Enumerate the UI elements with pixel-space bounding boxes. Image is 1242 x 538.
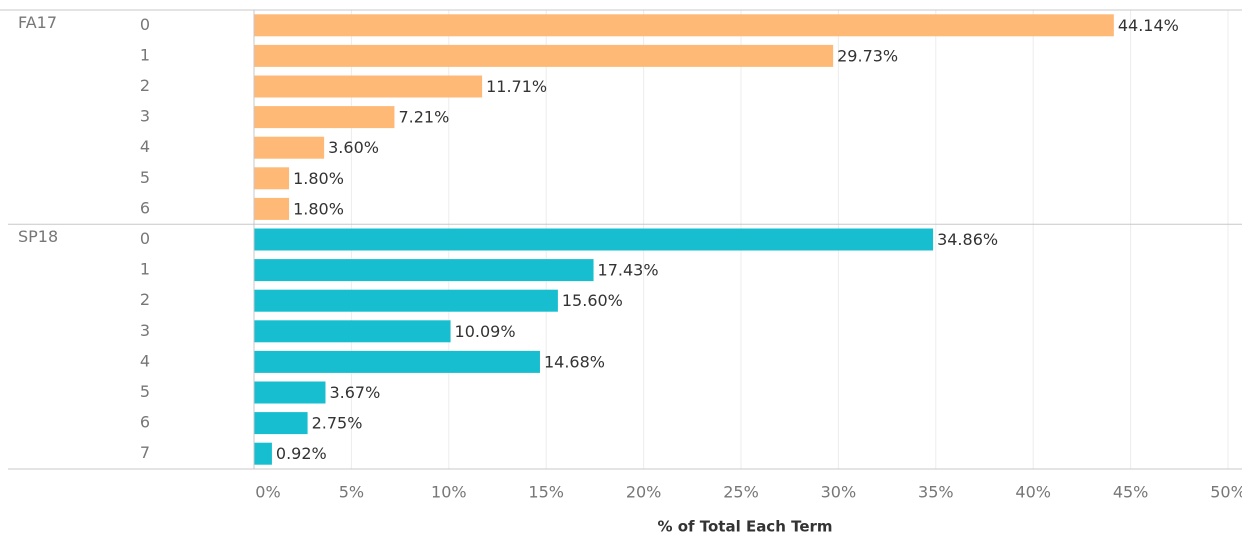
category-label: 0 (140, 15, 150, 34)
x-tick-label: 40% (1015, 483, 1051, 502)
x-tick-label: 0% (255, 483, 280, 502)
value-label: 2.75% (312, 414, 363, 433)
x-tick-label: 25% (723, 483, 759, 502)
x-tick-label: 10% (431, 483, 467, 502)
bar (254, 381, 326, 404)
x-tick-label: 50% (1210, 483, 1242, 502)
x-tick-label: 15% (528, 483, 564, 502)
category-label: 2 (140, 290, 150, 309)
value-label: 34.86% (937, 230, 998, 249)
bar (254, 412, 308, 435)
x-tick-label: 20% (626, 483, 662, 502)
bar (254, 320, 451, 343)
bar (254, 75, 483, 98)
category-label: 2 (140, 76, 150, 95)
bar (254, 136, 325, 159)
value-label: 11.71% (486, 77, 547, 96)
bar (254, 228, 934, 251)
category-label: 0 (140, 229, 150, 248)
x-tick-label: 30% (821, 483, 857, 502)
category-label: 3 (140, 321, 150, 340)
category-label: 4 (140, 137, 150, 156)
group-label: SP18 (18, 227, 58, 246)
bar (254, 197, 290, 220)
x-tick-label: 5% (339, 483, 364, 502)
value-label: 3.67% (329, 383, 380, 402)
value-label: 15.60% (562, 291, 623, 310)
category-label: 7 (140, 443, 150, 462)
x-axis-title: % of Total Each Term (657, 518, 832, 536)
bar (254, 167, 290, 190)
bar (254, 442, 272, 465)
x-tick-label: 35% (918, 483, 954, 502)
x-tick-label: 45% (1113, 483, 1149, 502)
bar (254, 14, 1114, 37)
value-label: 29.73% (837, 46, 898, 65)
value-label: 44.14% (1118, 16, 1179, 35)
value-label: 14.68% (544, 352, 605, 371)
value-label: 1.80% (293, 169, 344, 188)
category-label: 3 (140, 107, 150, 126)
group-label: FA17 (18, 13, 57, 32)
value-label: 3.60% (328, 138, 379, 157)
value-label: 7.21% (398, 108, 449, 127)
category-label: 4 (140, 351, 150, 370)
category-label: 5 (140, 168, 150, 187)
bar (254, 350, 540, 373)
bar (254, 289, 558, 312)
bar (254, 44, 834, 67)
bar (254, 259, 594, 282)
category-label: 6 (140, 198, 150, 217)
bar (254, 106, 395, 129)
value-label: 10.09% (455, 322, 516, 341)
value-label: 1.80% (293, 199, 344, 218)
category-label: 1 (140, 260, 150, 279)
category-label: 5 (140, 382, 150, 401)
category-label: 6 (140, 413, 150, 432)
value-label: 17.43% (598, 261, 659, 280)
category-label: 1 (140, 45, 150, 64)
value-label: 0.92% (276, 444, 327, 463)
